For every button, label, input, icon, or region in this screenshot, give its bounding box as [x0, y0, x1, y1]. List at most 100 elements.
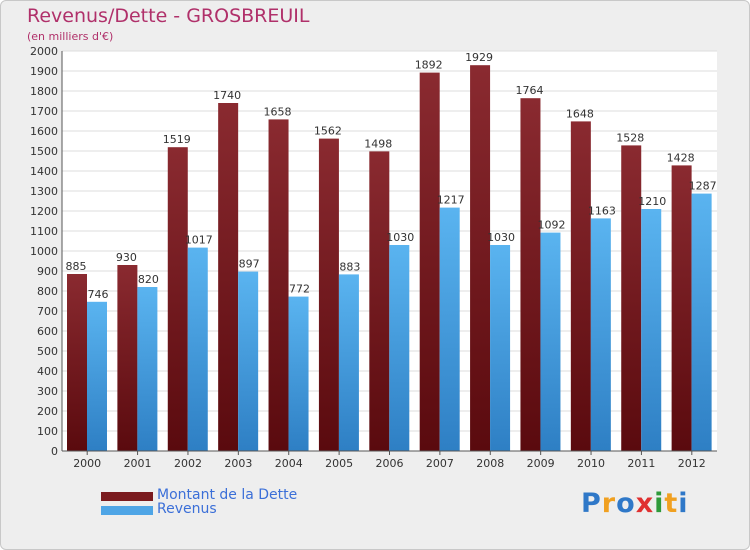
data-label-dette: 1498: [364, 137, 392, 150]
y-tick-label: 500: [37, 345, 58, 358]
x-tick-label: 2012: [678, 457, 706, 470]
bar-revenus: [87, 301, 107, 451]
y-tick-label: 1300: [30, 185, 58, 198]
x-tick-label: 2007: [426, 457, 454, 470]
y-tick-label: 1200: [30, 205, 58, 218]
y-tick-label: 700: [37, 305, 58, 318]
y-tick-label: 1500: [30, 145, 58, 158]
data-label-dette: 885: [66, 260, 87, 273]
x-tick-label: 2006: [376, 457, 404, 470]
chart-subtitle: (en milliers d'€): [27, 30, 114, 43]
bar-revenus: [238, 271, 259, 451]
chart-title: Revenus/Dette - GROSBREUIL: [27, 5, 310, 27]
bars: [67, 65, 712, 452]
y-tick-label: 100: [37, 425, 58, 438]
data-label-dette: 1740: [213, 89, 241, 102]
bar-dette: [318, 138, 339, 451]
logo-letter: x: [635, 488, 655, 519]
x-tick-label: 2004: [275, 457, 303, 470]
data-label-dette: 1562: [314, 125, 342, 138]
data-label-revenus: 820: [138, 273, 159, 286]
logo-letter: r: [601, 488, 617, 519]
y-tick-label: 1100: [30, 225, 58, 238]
legend-swatch-debt: [101, 492, 153, 501]
bar-dette: [67, 274, 87, 451]
bar-revenus: [590, 218, 611, 451]
bar-dette: [470, 65, 491, 451]
y-tick-label: 400: [37, 365, 58, 378]
bar-revenus: [641, 209, 662, 451]
data-label-revenus: 1017: [185, 234, 213, 247]
y-tick-label: 900: [37, 265, 58, 278]
x-tick-label: 2000: [73, 457, 101, 470]
bar-dette: [117, 265, 138, 451]
data-label-revenus: 1210: [638, 195, 666, 208]
bar-dette: [520, 98, 541, 451]
bar-dette: [570, 121, 591, 452]
data-label-revenus: 1163: [588, 204, 616, 217]
legend-swatch-revenus: [101, 506, 153, 515]
data-label-dette: 1528: [616, 131, 644, 144]
bar-revenus: [288, 296, 309, 451]
axes: 0 100 200 300 400 500 600 700 800 900 1000 1100 1200…: [30, 45, 717, 470]
data-label-dette: 1648: [566, 107, 594, 120]
y-tick-label: 300: [37, 385, 58, 398]
x-tick-label: 2005: [325, 457, 353, 470]
y-tick-label: 200: [37, 405, 58, 418]
bar-revenus: [137, 287, 158, 451]
legend-label-debt: Montant de la Dette: [157, 487, 298, 503]
data-label-dette: 1929: [465, 51, 493, 64]
data-label-dette: 1428: [667, 151, 695, 164]
data-label-revenus: 883: [339, 260, 360, 273]
y-tick-label: 2000: [30, 45, 58, 58]
logo-letter: i: [678, 488, 689, 519]
x-tick-label: 2011: [627, 457, 655, 470]
data-label-dette: 1519: [163, 133, 191, 146]
bar-revenus: [439, 207, 460, 451]
data-label-revenus: 1217: [437, 194, 465, 207]
bar-dette: [419, 72, 440, 451]
bar-revenus: [691, 193, 712, 451]
bar-dette: [167, 147, 188, 451]
y-tick-label: 1000: [30, 245, 58, 258]
bar-revenus: [540, 232, 561, 451]
y-tick-label: 800: [37, 285, 58, 298]
bar-revenus: [389, 245, 410, 451]
x-tick-label: 2008: [476, 457, 504, 470]
y-tick-label: 600: [37, 325, 58, 338]
x-tick-label: 2001: [124, 457, 152, 470]
bar-revenus: [338, 274, 359, 451]
data-label-dette: 1764: [515, 84, 543, 97]
legend-label-revenus: Revenus: [157, 501, 217, 517]
bar-dette: [671, 165, 692, 451]
data-label-revenus: 1287: [689, 180, 717, 193]
bar-dette: [268, 119, 289, 452]
bar-dette: [218, 103, 239, 451]
logo-letter: o: [616, 488, 636, 519]
y-tick-label: 1600: [30, 125, 58, 138]
bar-revenus: [187, 247, 208, 451]
y-tick-label: 1700: [30, 105, 58, 118]
y-tick-label: 1400: [30, 165, 58, 178]
x-tick-label: 2002: [174, 457, 202, 470]
data-label-revenus: 897: [239, 258, 260, 271]
logo-letter: t: [664, 488, 679, 519]
data-label-dette: 930: [116, 251, 137, 264]
data-label-revenus: 772: [289, 283, 310, 296]
y-tick-label: 0: [51, 445, 58, 458]
proxiti-logo: Proxiti: [581, 488, 689, 519]
logo-letter: i: [654, 488, 665, 519]
x-tick-label: 2009: [527, 457, 555, 470]
data-label-dette: 1658: [264, 105, 292, 118]
bar-revenus: [490, 245, 511, 451]
y-tick-label: 1800: [30, 85, 58, 98]
x-tick-label: 2010: [577, 457, 605, 470]
data-label-revenus: 1092: [537, 219, 565, 232]
logo-letter: P: [581, 488, 602, 519]
data-label-revenus: 1030: [487, 231, 515, 244]
bar-dette: [369, 151, 390, 451]
bar-dette: [621, 145, 642, 451]
